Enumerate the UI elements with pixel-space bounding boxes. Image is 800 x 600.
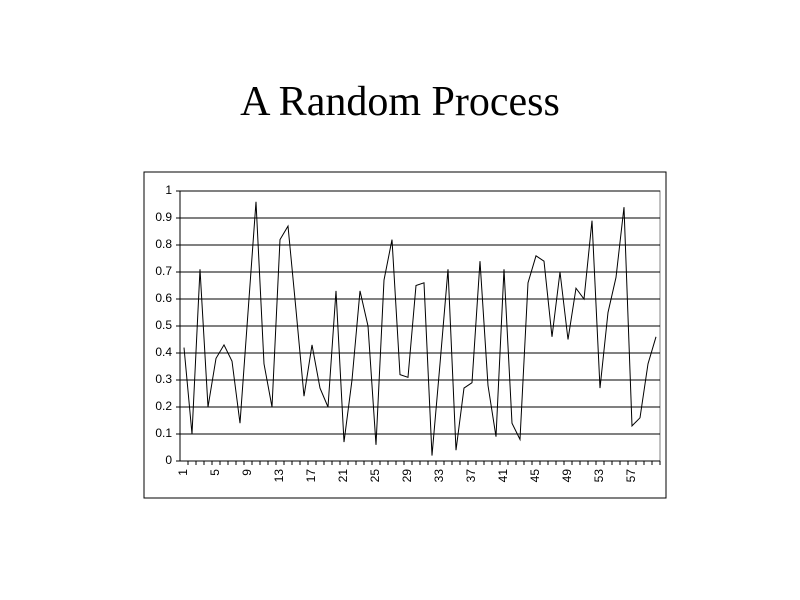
x-tick-label: 5 xyxy=(208,469,222,476)
y-tick-label: 0.7 xyxy=(155,264,172,278)
y-tick-label: 1 xyxy=(165,183,172,197)
x-tick-label: 1 xyxy=(176,469,190,476)
x-tick-label: 21 xyxy=(336,469,350,483)
y-tick-label: 0.3 xyxy=(155,372,172,386)
x-tick-label: 53 xyxy=(592,469,606,483)
y-tick-label: 0.4 xyxy=(155,345,172,359)
y-tick-label: 0.8 xyxy=(155,237,172,251)
y-tick-label: 0.2 xyxy=(155,399,172,413)
y-tick-label: 0.6 xyxy=(155,291,172,305)
x-tick-label: 13 xyxy=(272,469,286,483)
chart-frame xyxy=(143,171,667,499)
y-tick-label: 0.5 xyxy=(155,318,172,332)
x-tick-label: 45 xyxy=(528,469,542,483)
x-tick-label: 17 xyxy=(304,469,318,483)
x-tick-label: 37 xyxy=(464,469,478,483)
data-line xyxy=(183,201,657,456)
x-tick-label: 29 xyxy=(400,469,414,483)
x-tick-label: 49 xyxy=(560,469,574,483)
x-tick-label: 9 xyxy=(240,469,254,476)
x-tick-label: 33 xyxy=(432,469,446,483)
y-tick-label: 0.9 xyxy=(155,210,172,224)
chart-title: A Random Process xyxy=(240,79,560,125)
y-tick-label: 0.1 xyxy=(155,426,172,440)
x-tick-label: 57 xyxy=(624,469,638,483)
x-tick-label: 41 xyxy=(496,469,510,483)
y-tick-label: 0 xyxy=(165,453,172,467)
x-tick-label: 25 xyxy=(368,469,382,483)
